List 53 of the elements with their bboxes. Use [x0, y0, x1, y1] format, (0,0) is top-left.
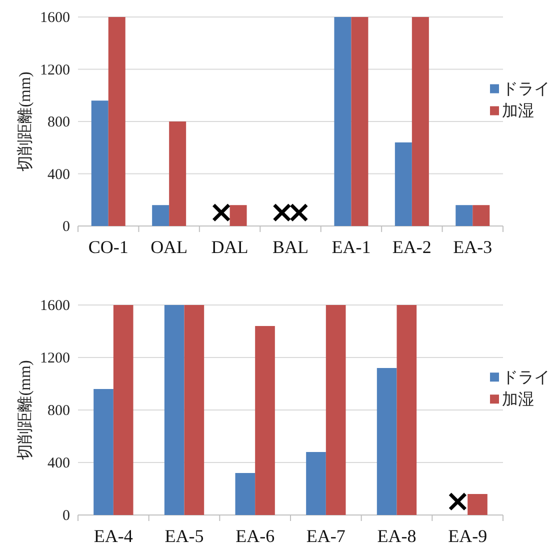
bar	[456, 205, 473, 226]
bar	[235, 473, 256, 515]
y-tick-label: 800	[48, 403, 70, 419]
y-tick-label: 800	[48, 114, 70, 130]
bar	[169, 122, 186, 226]
x-tick-label: BAL	[272, 237, 308, 257]
bar	[164, 305, 184, 515]
x-tick-label: OAL	[150, 237, 188, 257]
y-tick-label: 400	[48, 166, 70, 183]
bar	[376, 368, 397, 515]
y-tick-label: 1200	[40, 350, 70, 366]
y-axis-title: 切削距離(mm)	[16, 360, 34, 460]
legend-label: 加湿	[502, 390, 534, 409]
bar	[184, 305, 204, 515]
x-tick-label: EA-7	[306, 526, 346, 546]
bar	[230, 205, 247, 226]
bar	[394, 142, 412, 226]
bar	[152, 205, 170, 226]
x-tick-label: EA-1	[332, 237, 371, 257]
annotation: ×	[445, 484, 470, 519]
legend-label: ドライ	[502, 370, 550, 387]
x-tick-label: EA-4	[94, 526, 133, 546]
y-tick-label: 400	[48, 456, 70, 472]
x-tick-label: EA-2	[392, 237, 432, 257]
bar	[91, 100, 108, 226]
y-tick-label: 0	[62, 219, 70, 235]
bar	[472, 205, 490, 226]
x-tick-label: EA-5	[164, 526, 204, 546]
bar	[396, 305, 417, 515]
bar	[351, 17, 368, 226]
annotation: ×	[208, 195, 234, 230]
bar	[306, 452, 326, 515]
x-tick-label: EA-6	[236, 526, 275, 546]
x-tick-label: DAL	[211, 237, 248, 257]
y-tick-label: 1600	[40, 298, 70, 314]
bar	[94, 389, 114, 515]
legend-label: 加湿	[502, 102, 534, 120]
x-tick-label: EA-9	[448, 526, 488, 546]
x-tick-label: EA-8	[377, 526, 416, 546]
x-tick-label: CO-1	[88, 237, 128, 257]
y-tick-label: 0	[62, 508, 70, 524]
y-axis-title: 切削距離(mm)	[16, 72, 34, 172]
bar	[113, 305, 134, 515]
y-tick-label: 1200	[40, 62, 70, 78]
bar	[326, 305, 346, 515]
bar	[255, 326, 275, 515]
legend-label: ドライ	[502, 81, 550, 98]
x-tick-label: EA-3	[453, 237, 492, 257]
bar	[108, 17, 126, 226]
y-tick-label: 1600	[40, 10, 70, 26]
bar	[468, 494, 488, 515]
bar	[412, 17, 429, 226]
bar	[334, 17, 352, 226]
